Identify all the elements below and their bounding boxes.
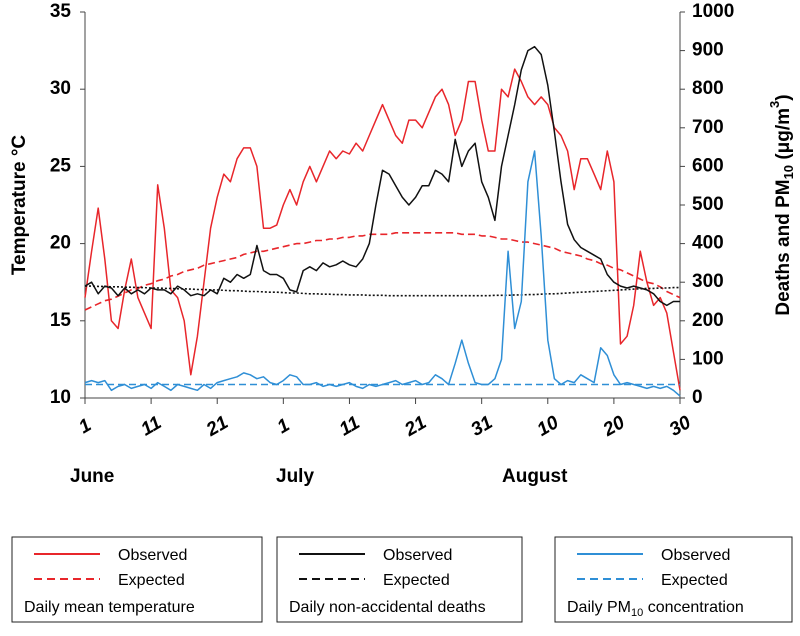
y-tick-label: 35 xyxy=(50,1,72,22)
x-tick-label: 30 xyxy=(666,412,695,441)
y-tick-label: 10 xyxy=(50,387,71,408)
y2-tick-label: 300 xyxy=(692,271,724,292)
y2-axis-label-part: 3 xyxy=(767,101,782,108)
x-tick-label: 1 xyxy=(274,415,294,438)
x-tick-label: 21 xyxy=(401,412,431,441)
series-line xyxy=(84,68,681,391)
legend-title-part: Daily PM xyxy=(567,599,631,616)
series-line xyxy=(84,150,681,397)
x-tick-label: 21 xyxy=(202,412,232,441)
y-tick-label: 15 xyxy=(50,310,72,331)
y2-tick-label: 100 xyxy=(692,348,724,369)
series-line xyxy=(85,285,680,297)
y2-axis-label-part: 10 xyxy=(781,165,796,179)
legend-title: Daily non-accidental deaths xyxy=(289,599,486,616)
y2-tick-label: 700 xyxy=(692,117,724,138)
legend-label: Observed xyxy=(383,547,452,564)
series-line xyxy=(84,232,681,311)
y2-tick-label: 800 xyxy=(692,78,724,99)
legend-label: Observed xyxy=(661,547,730,564)
legend-label: Expected xyxy=(383,572,450,589)
legend-title: Daily PM10 concentration xyxy=(567,599,744,619)
y2-axis-label-part: Deaths and PM xyxy=(773,179,794,315)
legend-title-part: concentration xyxy=(643,599,744,616)
y2-axis-label-part: ) xyxy=(773,94,794,100)
x-tick-label: 20 xyxy=(599,412,629,441)
y2-tick-label: 1000 xyxy=(692,1,734,22)
x-tick-label: 1 xyxy=(75,415,95,438)
legend-title-part: 10 xyxy=(631,607,643,619)
y2-tick-label: 900 xyxy=(692,40,724,61)
y2-tick-label: 600 xyxy=(692,155,724,176)
legend-box xyxy=(554,536,793,623)
month-label: August xyxy=(502,466,568,487)
y-tick-label: 30 xyxy=(50,78,71,99)
legend-label: Observed xyxy=(118,547,187,564)
y2-axis-label-part: (μg/m xyxy=(773,108,794,165)
y-axis-label: Temperature °C xyxy=(9,135,30,276)
legend-label: Expected xyxy=(118,572,185,589)
y2-tick-label: 200 xyxy=(692,310,724,331)
y-tick-label: 25 xyxy=(50,155,72,176)
x-tick-label: 11 xyxy=(336,412,364,440)
legend-title: Daily mean temperature xyxy=(24,599,195,616)
y-tick-label: 20 xyxy=(50,233,71,254)
x-tick-label: 31 xyxy=(468,412,497,441)
legend-label: Expected xyxy=(661,572,728,589)
month-label: June xyxy=(70,466,114,487)
y2-tick-label: 0 xyxy=(692,387,703,408)
y2-axis-label: Deaths and PM10 (μg/m3) xyxy=(767,94,796,315)
month-label: July xyxy=(276,466,314,487)
series-line xyxy=(84,45,680,307)
y2-tick-label: 400 xyxy=(692,233,724,254)
x-tick-label: 10 xyxy=(534,412,563,441)
y2-tick-label: 500 xyxy=(692,194,724,215)
x-tick-label: 11 xyxy=(138,412,166,440)
